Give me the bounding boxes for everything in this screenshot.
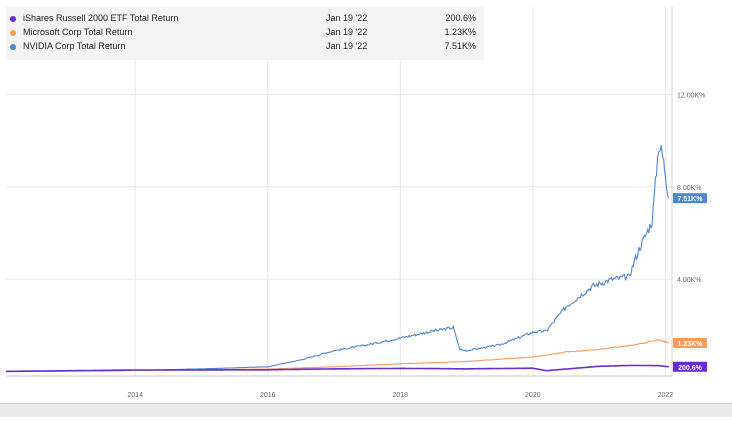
legend-item-microsoft[interactable]: Microsoft Corp Total Return Jan 19 '22 1… xyxy=(6,27,484,40)
legend-value: 7.51K% xyxy=(444,41,476,51)
x-tick-label: 2020 xyxy=(525,392,541,399)
series-line xyxy=(5,145,670,372)
legend-series-name: iShares Russell 2000 ETF Total Return xyxy=(23,13,179,23)
x-tick-label: 2016 xyxy=(260,392,276,399)
x-tick-label: 2018 xyxy=(393,392,409,399)
bottom-scrollbar[interactable] xyxy=(0,403,732,417)
y-tick-label: 8.00K% xyxy=(677,185,702,192)
legend-date: Jan 19 '22 xyxy=(326,13,368,23)
legend-series-name: Microsoft Corp Total Return xyxy=(23,27,133,37)
end-tag-label: 1.23K% xyxy=(678,341,704,348)
legend-date: Jan 19 '22 xyxy=(326,27,368,37)
series-end-tag: 200.6% xyxy=(673,361,707,372)
end-tag-label: 7.51K% xyxy=(678,196,704,203)
end-tag-background xyxy=(673,193,707,204)
legend: iShares Russell 2000 ETF Total Return Ja… xyxy=(6,7,484,60)
legend-date: Jan 19 '22 xyxy=(326,41,368,51)
legend-value: 1.23K% xyxy=(444,27,476,37)
legend-item-nvidia[interactable]: NVIDIA Corp Total Return Jan 19 '22 7.51… xyxy=(6,41,484,54)
legend-series-name: NVIDIA Corp Total Return xyxy=(23,41,126,51)
y-tick-label: 12.00K% xyxy=(677,93,705,100)
series-end-tag: 7.51K% xyxy=(673,193,707,204)
legend-dot-icon xyxy=(10,16,16,22)
series-end-tag: 1.23K% xyxy=(673,338,707,349)
legend-dot-icon xyxy=(10,44,16,50)
legend-value: 200.6% xyxy=(445,13,476,23)
end-tag-label: 200.6% xyxy=(678,365,703,372)
legend-item-russell[interactable]: iShares Russell 2000 ETF Total Return Ja… xyxy=(6,13,484,26)
end-tag-background xyxy=(673,361,707,372)
series-line xyxy=(6,364,669,373)
legend-dot-icon xyxy=(10,30,16,36)
end-tag-background xyxy=(673,338,707,349)
x-tick-label: 2022 xyxy=(658,392,674,399)
series-line xyxy=(6,338,669,372)
y-tick-label: 4.00K% xyxy=(677,277,702,284)
x-tick-label: 2014 xyxy=(127,392,143,399)
